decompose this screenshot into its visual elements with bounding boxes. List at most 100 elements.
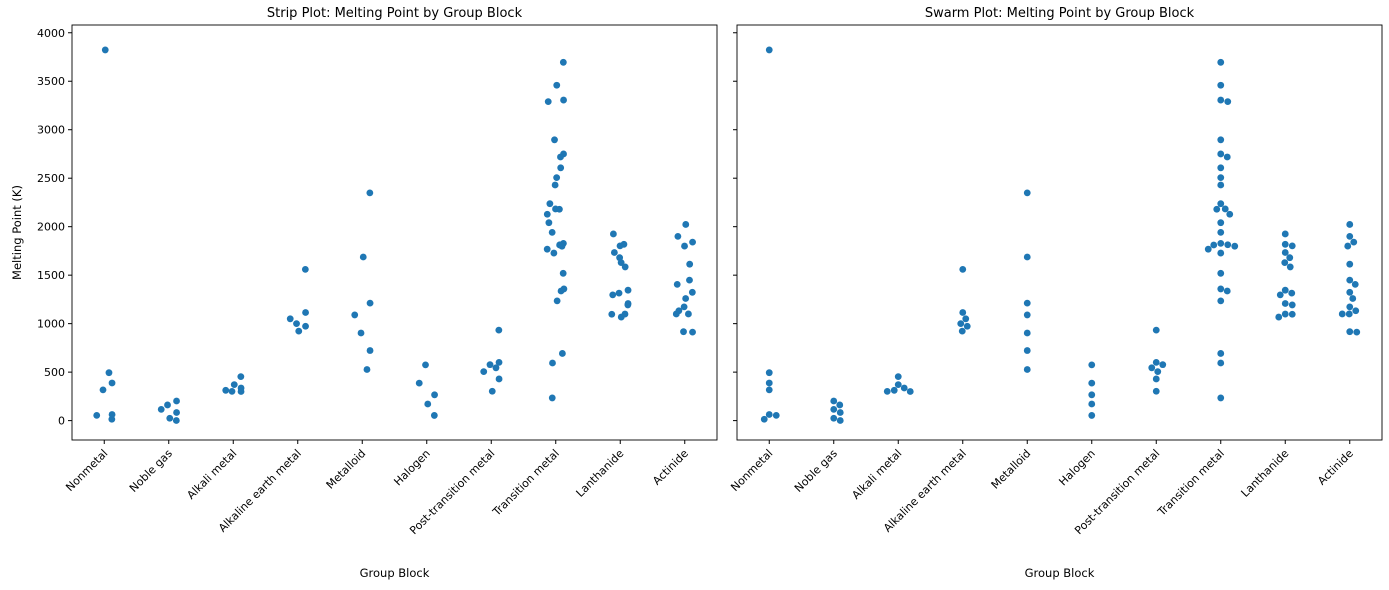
point <box>302 322 309 330</box>
point <box>772 411 780 419</box>
point <box>688 288 696 296</box>
point <box>1217 269 1225 277</box>
point <box>173 397 180 405</box>
point <box>624 300 632 307</box>
point <box>1152 326 1160 334</box>
point <box>615 289 623 297</box>
point <box>551 136 558 144</box>
point <box>172 417 180 424</box>
point <box>1281 240 1289 248</box>
point <box>616 254 624 262</box>
axes-frame <box>736 24 1383 441</box>
point <box>553 297 561 305</box>
point <box>1221 205 1229 213</box>
point <box>559 269 567 277</box>
point <box>680 303 688 311</box>
point <box>830 405 838 413</box>
point <box>173 409 180 416</box>
point <box>1217 136 1225 144</box>
point <box>556 241 564 249</box>
point <box>1217 359 1225 367</box>
point <box>1217 58 1225 66</box>
point <box>548 394 556 402</box>
point <box>553 174 561 182</box>
x-tick-label: Lanthanide <box>1239 447 1292 500</box>
point <box>1217 96 1225 104</box>
point <box>1346 260 1354 268</box>
point <box>560 96 567 104</box>
point <box>1217 200 1225 208</box>
point <box>624 286 632 294</box>
point <box>958 327 966 335</box>
point <box>1288 242 1296 250</box>
x-tick-label: Transition metal <box>1155 447 1227 519</box>
point <box>682 221 690 228</box>
point <box>237 373 245 381</box>
x-tick-label: Lanthanide <box>574 447 627 500</box>
point <box>1023 366 1031 373</box>
point <box>1352 307 1360 315</box>
point <box>430 412 438 419</box>
point <box>608 310 616 318</box>
point <box>545 219 553 227</box>
point <box>1276 291 1284 299</box>
x-axis-label: Group Block <box>1025 566 1095 580</box>
point <box>830 397 838 405</box>
point <box>1288 289 1296 297</box>
point <box>894 373 902 381</box>
point <box>1213 205 1221 213</box>
point <box>836 417 844 424</box>
point <box>1217 164 1225 172</box>
point <box>962 315 970 323</box>
y-tick-label: 1500 <box>37 269 65 282</box>
point <box>302 309 309 316</box>
chart-title: Swarm Plot: Melting Point by Group Block <box>925 6 1195 21</box>
point <box>1217 394 1225 402</box>
point <box>166 414 174 422</box>
point <box>1349 295 1357 302</box>
point <box>366 299 374 307</box>
point <box>549 359 556 367</box>
point <box>1281 230 1289 238</box>
point <box>1223 287 1231 295</box>
point <box>1345 310 1353 318</box>
point <box>610 249 618 256</box>
chart-title: Strip Plot: Melting Point by Group Block <box>267 6 523 21</box>
point <box>422 361 429 369</box>
point <box>431 391 438 399</box>
point <box>495 358 503 366</box>
point <box>621 263 629 271</box>
x-tick-label: Alkali metal <box>184 447 239 502</box>
y-tick-label: 500 <box>44 366 65 379</box>
point <box>1217 249 1225 257</box>
point <box>293 320 300 328</box>
point <box>363 366 371 373</box>
point <box>900 384 908 392</box>
x-tick-label: Transition metal <box>490 447 562 519</box>
point <box>93 411 101 419</box>
point <box>495 375 503 383</box>
point <box>682 295 690 302</box>
point <box>1346 328 1354 336</box>
point <box>1350 238 1358 246</box>
point <box>1152 375 1160 383</box>
point <box>1281 286 1289 294</box>
point <box>686 276 693 284</box>
point <box>543 210 551 218</box>
point <box>558 350 566 357</box>
x-tick-label: Noble gas <box>127 447 175 495</box>
point <box>609 230 617 238</box>
point <box>609 291 617 299</box>
point <box>1281 259 1289 267</box>
point <box>765 379 773 387</box>
point <box>681 242 688 250</box>
point <box>351 311 359 319</box>
point <box>1023 329 1031 337</box>
point <box>222 386 230 394</box>
point <box>101 46 109 54</box>
point <box>357 329 365 337</box>
point <box>906 388 914 395</box>
point <box>550 249 558 257</box>
point <box>544 98 552 106</box>
point <box>1288 301 1296 309</box>
